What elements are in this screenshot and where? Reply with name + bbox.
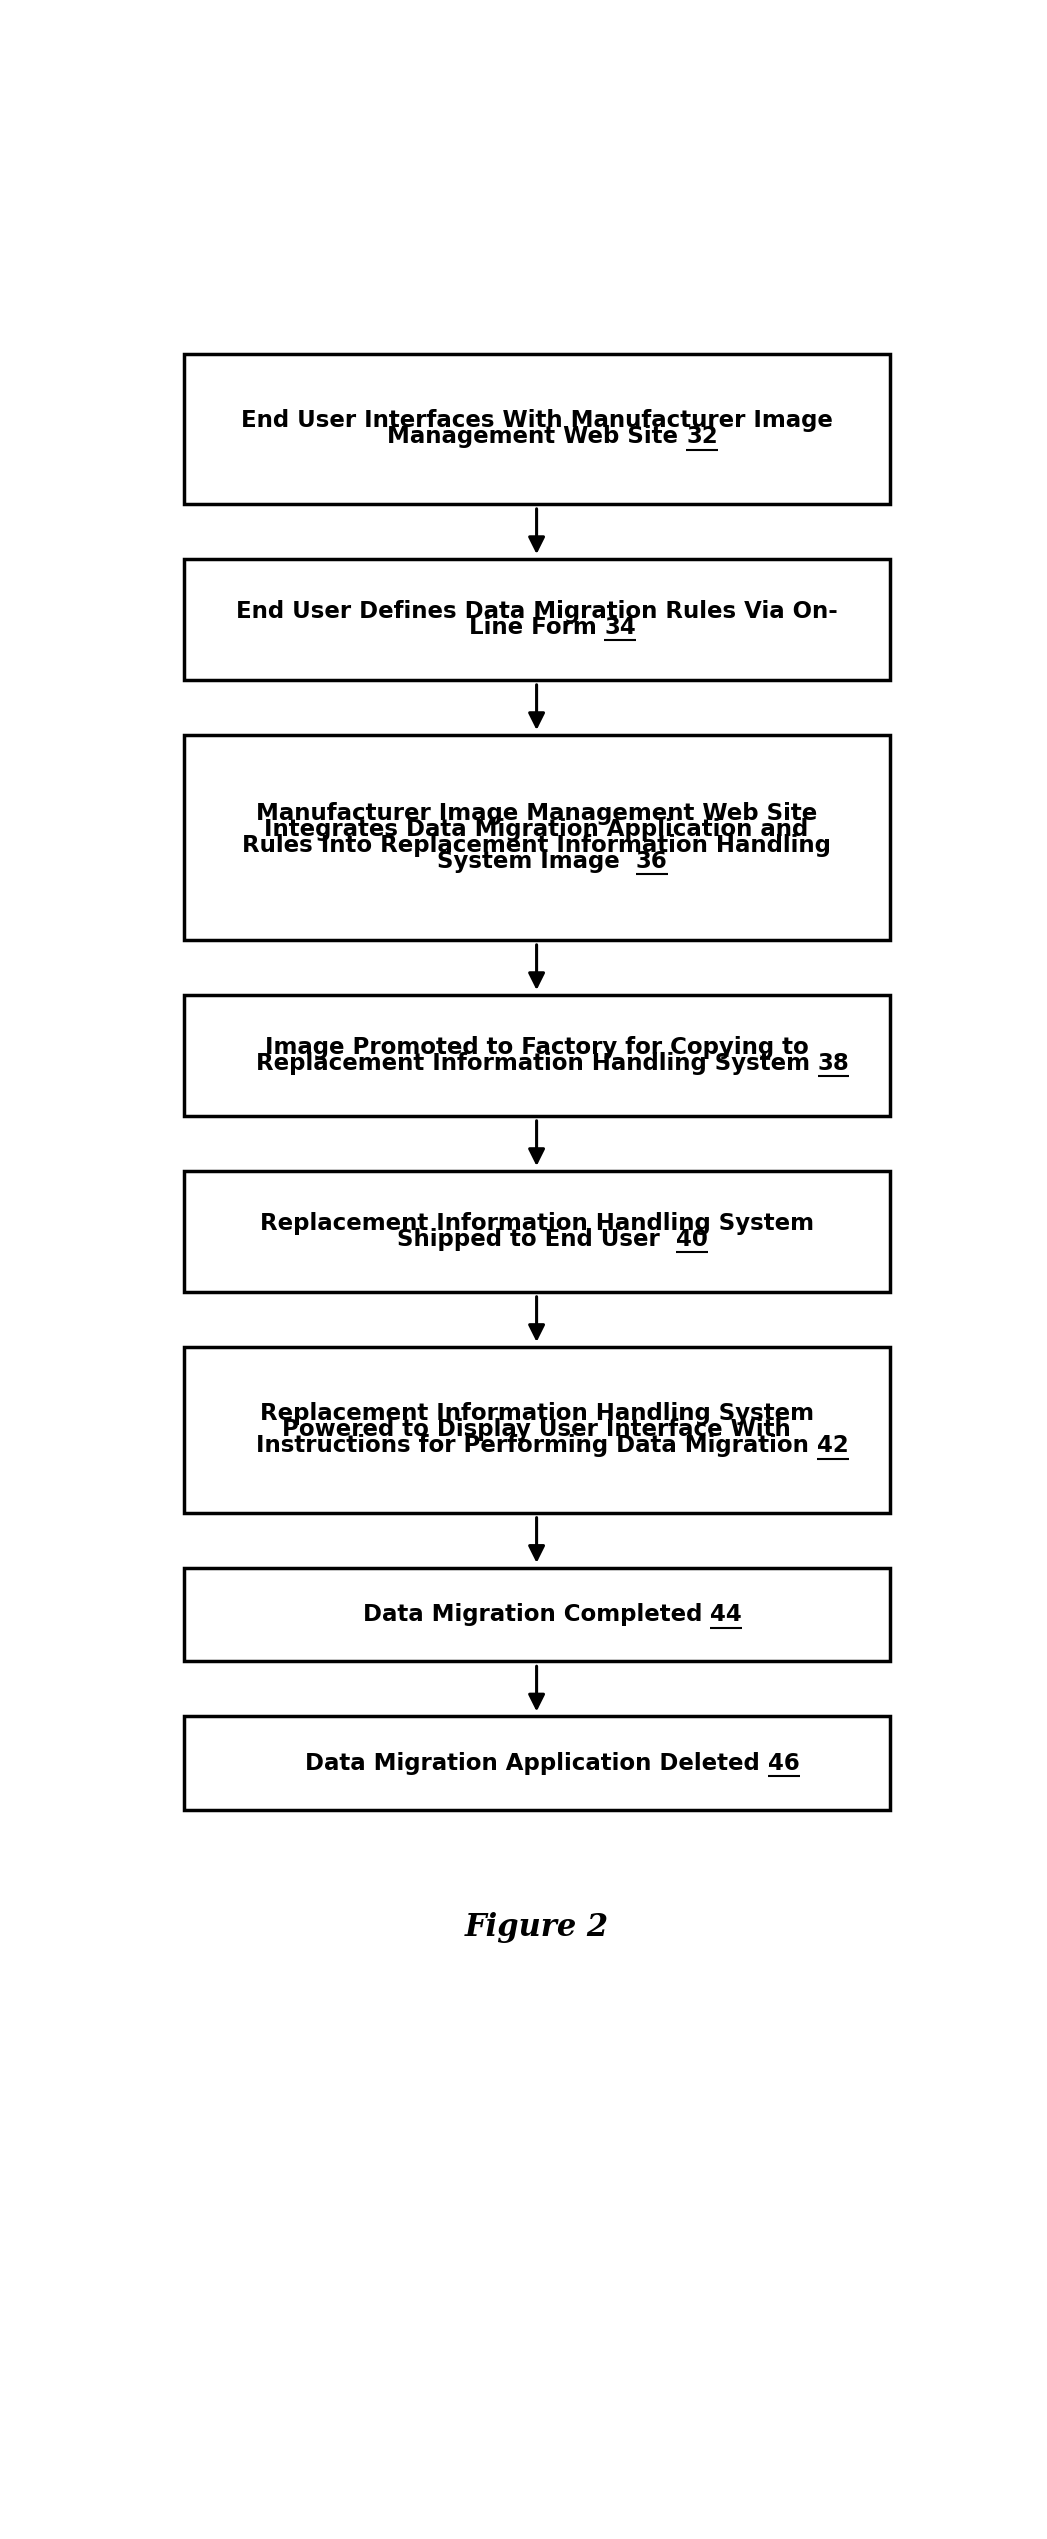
- Text: Image Promoted to Factory for Copying to: Image Promoted to Factory for Copying to: [265, 1036, 808, 1059]
- Text: Integrates Data Migration Application and: Integrates Data Migration Application an…: [265, 818, 808, 840]
- Text: Line Form: Line Form: [469, 617, 604, 640]
- Text: Data Migration Application Deleted: Data Migration Application Deleted: [306, 1752, 767, 1775]
- Text: Replacement Information Handling System: Replacement Information Handling System: [260, 1402, 814, 1424]
- Bar: [183, 734, 890, 939]
- Text: Powered to Display User Interface With: Powered to Display User Interface With: [283, 1419, 790, 1442]
- Text: 38: 38: [818, 1051, 849, 1074]
- Text: Figure 2: Figure 2: [465, 1912, 608, 1942]
- Bar: [183, 995, 890, 1117]
- Text: End User Defines Data Migration Rules Via On-: End User Defines Data Migration Rules Vi…: [236, 599, 838, 622]
- Text: 42: 42: [817, 1435, 849, 1457]
- Text: Management Web Site: Management Web Site: [387, 424, 686, 449]
- Text: Instructions for Performing Data Migration: Instructions for Performing Data Migrati…: [257, 1435, 817, 1457]
- Text: 32: 32: [686, 424, 718, 449]
- Text: 40: 40: [676, 1229, 708, 1252]
- Text: System Image: System Image: [438, 851, 636, 873]
- Text: 36: 36: [636, 851, 668, 873]
- Text: Replacement Information Handling System: Replacement Information Handling System: [260, 1211, 814, 1234]
- Bar: [183, 353, 890, 505]
- Bar: [183, 1716, 890, 1810]
- Bar: [183, 1170, 890, 1292]
- Text: 46: 46: [767, 1752, 800, 1775]
- Text: 34: 34: [604, 617, 637, 640]
- Text: 44: 44: [710, 1602, 742, 1625]
- Bar: [183, 559, 890, 680]
- Bar: [183, 1346, 890, 1513]
- Text: Rules Into Replacement Information Handling: Rules Into Replacement Information Handl…: [242, 833, 831, 856]
- Text: Shipped to End User: Shipped to End User: [397, 1229, 676, 1252]
- Text: Replacement Information Handling System: Replacement Information Handling System: [255, 1051, 818, 1074]
- Text: Manufacturer Image Management Web Site: Manufacturer Image Management Web Site: [255, 802, 818, 825]
- Text: Data Migration Completed: Data Migration Completed: [363, 1602, 710, 1625]
- Bar: [183, 1567, 890, 1661]
- Text: End User Interfaces With Manufacturer Image: End User Interfaces With Manufacturer Im…: [241, 409, 832, 432]
